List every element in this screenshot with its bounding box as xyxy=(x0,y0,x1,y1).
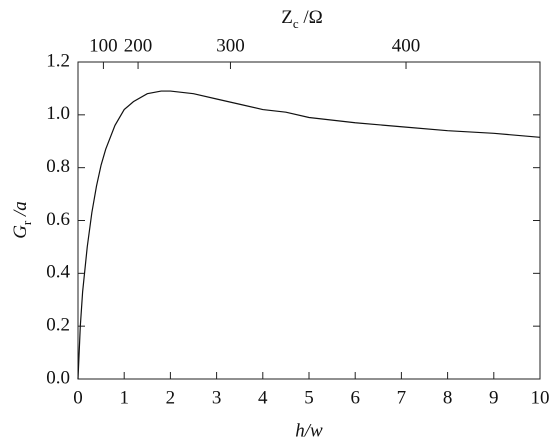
x2-tick-label: 200 xyxy=(124,35,153,56)
plot-frame xyxy=(77,61,541,380)
y-tick-label: 0.8 xyxy=(46,156,70,177)
x-tick-label: 6 xyxy=(350,387,360,408)
x-tick-label: 1 xyxy=(119,387,129,408)
x2-label-main: Z xyxy=(281,7,293,28)
x2-tick-label: 100 xyxy=(89,35,118,56)
x-tick-label: 7 xyxy=(397,387,407,408)
x2-axis-label: Zc /Ω xyxy=(281,7,323,31)
y-axis-label: Gr /a xyxy=(10,201,34,239)
x-tick-label: 5 xyxy=(304,387,314,408)
x-tick-label: 10 xyxy=(531,387,550,408)
x2-tick-label: 300 xyxy=(216,35,245,56)
x-tick-label: 3 xyxy=(212,387,222,408)
x2-label-rest: /Ω xyxy=(299,7,323,28)
y-tick-label: 0.0 xyxy=(46,367,70,388)
x-tick-label: 4 xyxy=(258,387,268,408)
y-tick-label: 0.6 xyxy=(46,209,70,230)
y-label-main: G xyxy=(10,225,31,239)
y-label-sub: r xyxy=(19,220,34,225)
y-tick-label: 0.2 xyxy=(46,315,70,336)
y-tick-label: 1.2 xyxy=(46,50,70,71)
y-tick-label: 0.4 xyxy=(46,262,70,283)
x-tick-label: 9 xyxy=(489,387,499,408)
x2-tick-label: 400 xyxy=(392,35,421,56)
data-line xyxy=(77,90,541,380)
x-axis-label: h/w xyxy=(295,420,323,441)
y-tick-label: 1.0 xyxy=(46,103,70,124)
x-tick-label: 8 xyxy=(443,387,453,408)
x-tick-label: 0 xyxy=(73,387,83,408)
x2-label-sub: c xyxy=(293,16,299,31)
y-label-rest: /a xyxy=(10,201,31,221)
x-tick-label: 2 xyxy=(166,387,176,408)
